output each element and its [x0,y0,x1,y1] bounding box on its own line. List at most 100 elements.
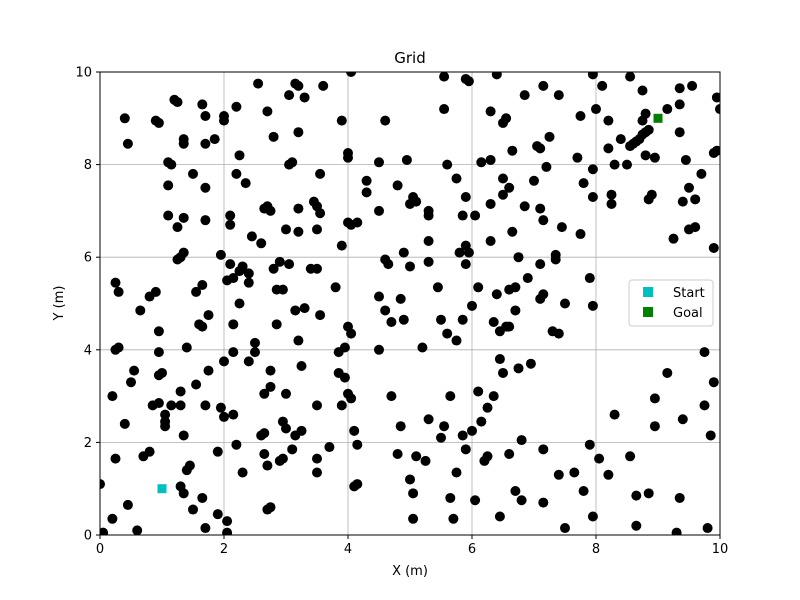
obstacle-point [504,321,515,332]
obstacle-point [395,293,406,304]
obstacle-point [110,277,121,288]
obstacle-point [175,400,186,411]
obstacle-point [473,282,484,293]
obstacle-point [324,442,335,453]
obstacle-point [513,363,524,374]
obstacle-point [228,319,239,330]
obstacle-point [451,173,462,184]
obstacle-point [172,222,183,233]
obstacle-point [538,497,549,508]
obstacle-point [544,131,555,142]
obstacle-point [281,224,291,235]
obstacle-point [436,314,446,325]
start-goal-markers [157,113,663,494]
obstacle-point [649,421,660,432]
x-tick-label: 8 [592,542,600,557]
obstacle-point [445,391,456,402]
obstacle-point [538,289,549,300]
obstacle-point [445,492,456,503]
y-axis-label: Y (m) [52,286,67,322]
obstacle-point [374,157,384,168]
obstacle-point [457,314,468,325]
obstacle-point [299,92,310,103]
obstacle-point [457,430,468,441]
obstacle-point [166,159,177,170]
legend-start-label: Start [673,286,705,301]
obstacle-point [640,150,651,161]
obstacle-point [439,421,450,432]
obstacle-point [535,259,546,270]
obstacle-point [668,233,679,244]
obstacle-point [708,242,719,253]
obstacle-point [507,145,518,156]
obstacle-point [442,328,453,339]
obstacle-point [439,104,450,115]
obstacle-point [485,106,496,117]
obstacle-point [538,444,549,455]
obstacle-point [432,282,443,293]
obstacle-point [312,263,322,274]
obstacle-point [631,490,642,501]
obstacle-point [110,453,121,464]
obstacle-point [240,178,251,189]
obstacle-point [587,164,598,175]
obstacle-point [398,314,409,325]
obstacle-point [188,504,198,515]
obstacle-point [690,194,701,205]
obstacle-point [200,110,211,121]
obstacle-point [268,263,279,274]
obstacle-point [197,492,208,503]
legend: Start Goal [628,279,714,327]
obstacle-point [662,104,673,115]
obstacle-point [361,187,372,198]
obstacle-point [197,321,208,332]
obstacle-point [296,361,307,372]
obstacle-point [395,421,406,432]
obstacle-point [287,444,298,455]
obstacle-point [498,173,508,184]
obstacle-point [380,305,391,316]
obstacle-point [181,342,192,353]
obstacle-point [696,168,707,179]
obstacle-point [265,381,276,392]
obstacle-point [560,298,570,309]
obstacle-point [615,134,626,145]
obstacle-point [175,386,186,397]
obstacle-point [256,238,267,249]
obstacle-point [587,192,598,203]
obstacle-point [352,439,363,450]
obstacle-point [690,222,701,233]
obstacle-point [178,430,189,441]
obstacle-point [246,231,257,242]
obstacle-point [290,305,301,316]
obstacle-point [488,317,499,328]
obstacle-point [587,72,598,80]
obstacle-point [346,72,357,77]
obstacle-point [293,226,304,237]
obstacle-point [606,189,617,200]
obstacle-point [219,356,229,367]
axis-ticks: 0 2 4 6 8 10 0 2 4 6 8 10 [75,66,728,558]
obstacle-point [513,252,524,263]
obstacle-point [237,467,248,478]
obstacle-point [113,286,124,297]
obstacle-point [491,72,502,80]
obstacle-point [293,203,304,214]
obstacle-point [677,196,688,207]
obstacle-point [178,488,189,499]
y-tick-label: 0 [84,529,92,544]
obstacle-point [228,347,239,358]
obstacle-point [374,291,384,302]
obstacle-point [228,409,239,420]
obstacle-point [674,99,685,110]
obstacle-point [122,138,133,149]
y-tick-label: 2 [84,436,92,451]
obstacle-point [234,150,245,161]
obstacle-point [643,124,654,135]
obstacle-point [519,201,530,212]
obstacle-point [349,425,360,436]
obstacle-point [649,393,660,404]
obstacle-point [553,469,564,480]
obstacle-point [662,367,673,378]
obstacle-point [510,305,521,316]
